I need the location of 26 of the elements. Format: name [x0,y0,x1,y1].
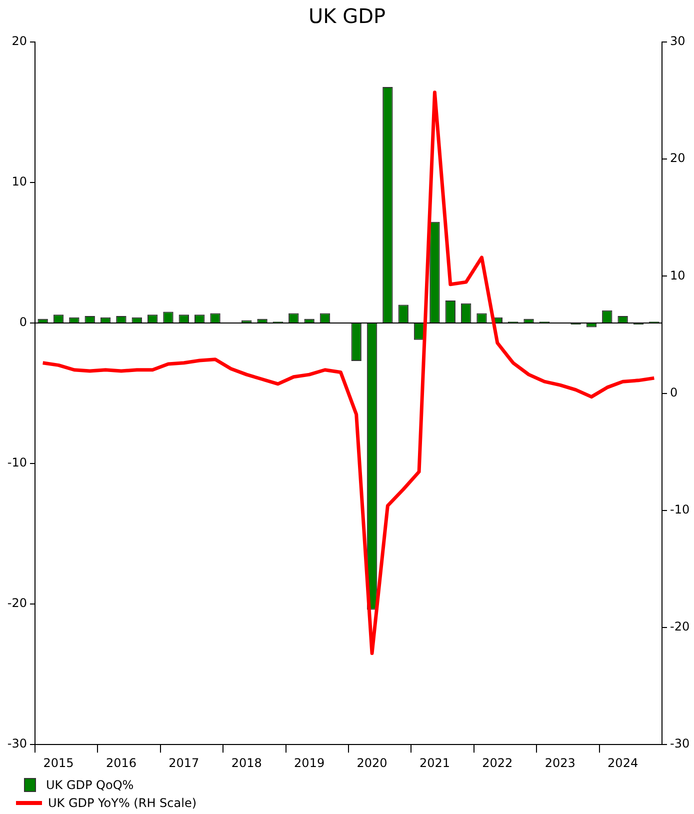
y-tick-label: 20 [12,34,27,48]
x-tick-label: 2024 [608,756,638,770]
y-tick-label: -10 [7,456,27,470]
y2-tick-label: -10 [670,502,690,517]
x-tick-label: 2022 [482,756,513,770]
y2-tick-label: 0 [670,385,678,400]
y-tick-label: 0 [19,315,27,330]
chart-title: UK GDP [308,4,386,28]
x-tick-label: 2015 [43,756,74,770]
x-tick-label: 2018 [231,756,262,770]
x-tick-label: 2017 [168,756,200,770]
x-tick-label: 2020 [356,756,388,770]
y-tick-label: -30 [7,736,27,751]
y2-tick-label: -20 [670,620,690,634]
x-tick-label: 2021 [419,756,450,770]
x-tick-label: 2019 [294,756,325,770]
y2-tick-label: 20 [670,151,686,166]
legend-label: UK GDP QoQ% [46,777,134,794]
y2-tick-label: -30 [670,736,690,751]
legend-label: UK GDP YoY% (RH Scale) [48,795,197,812]
x-tick-label: 2023 [544,756,576,770]
y-tick-label: 10 [12,174,27,189]
x-tick-label: 2016 [106,756,136,770]
y2-tick-label: 10 [670,268,686,282]
y-tick-label: -20 [7,596,27,610]
y2-tick-label: 30 [670,34,686,48]
